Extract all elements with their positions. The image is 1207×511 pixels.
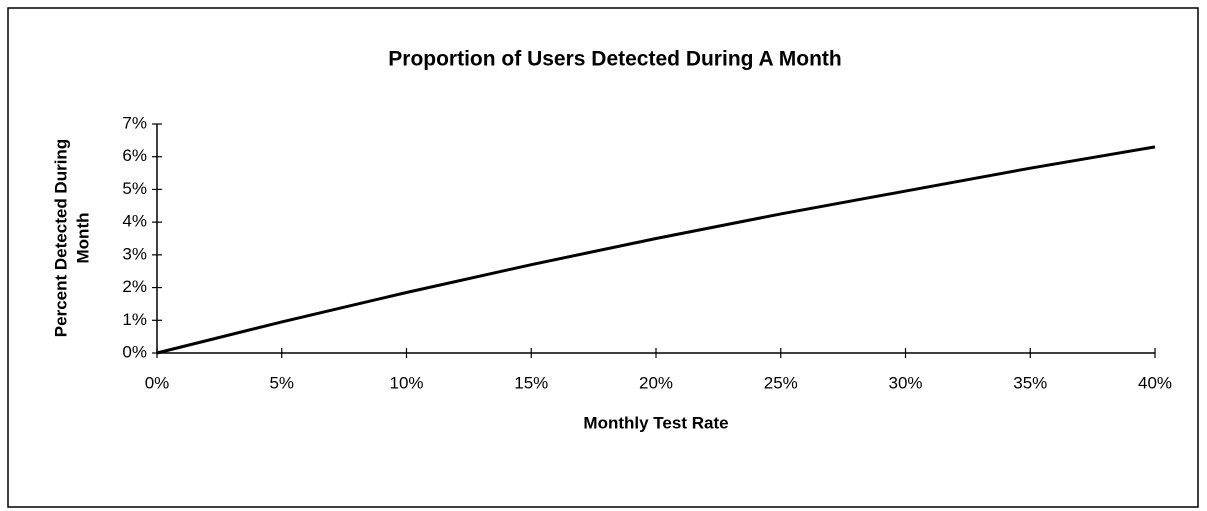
y-tick-label: 3% xyxy=(122,244,147,263)
chart-frame xyxy=(7,7,1199,508)
y-axis-label: Percent Detected During xyxy=(51,139,70,337)
x-tick-label: 5% xyxy=(269,373,294,392)
y-tick-label: 2% xyxy=(122,277,147,296)
x-axis-label: Monthly Test Rate xyxy=(583,413,728,432)
y-tick-label: 4% xyxy=(122,212,147,231)
data-line xyxy=(156,145,1156,355)
y-tick-label: 7% xyxy=(122,113,147,132)
x-tick-label: 10% xyxy=(389,373,423,392)
x-tick-label: 0% xyxy=(145,373,170,392)
x-tick-label: 30% xyxy=(888,373,922,392)
x-tick-label: 25% xyxy=(764,373,798,392)
x-tick-label: 35% xyxy=(1013,373,1047,392)
x-tick-label: 40% xyxy=(1138,373,1172,392)
chart-title: Proportion of Users Detected During A Mo… xyxy=(388,48,841,71)
x-tick-label: 20% xyxy=(639,373,673,392)
y-axis-label: Month xyxy=(73,213,92,264)
y-tick-label: 6% xyxy=(122,146,147,165)
y-tick-label: 5% xyxy=(122,179,147,198)
y-tick-label: 1% xyxy=(122,310,147,329)
x-tick-label: 15% xyxy=(514,373,548,392)
y-tick-label: 0% xyxy=(122,342,147,361)
